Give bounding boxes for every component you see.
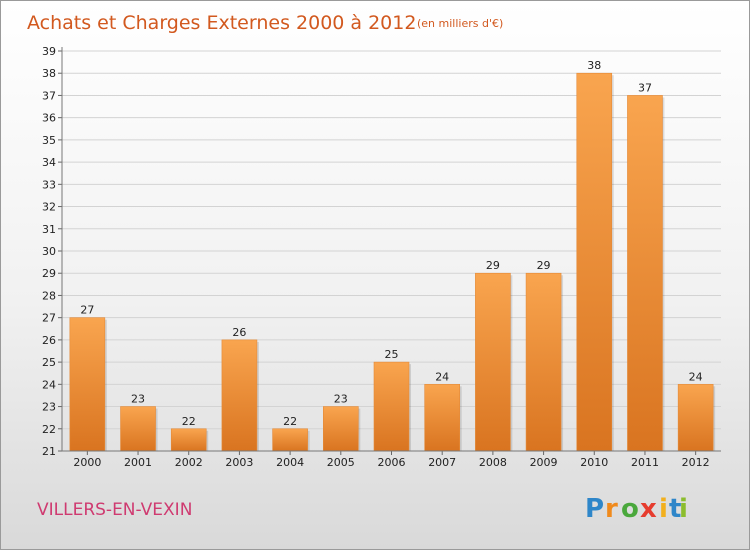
bar-value-label: 23: [131, 393, 145, 406]
bar-value-label: 29: [486, 259, 500, 272]
x-tick-label: 2010: [580, 456, 608, 469]
bar-value-label: 22: [182, 415, 196, 428]
logo-letter: o: [621, 494, 639, 524]
bar: [221, 339, 258, 452]
y-tick-label: 23: [42, 401, 56, 414]
logo-letter: r: [605, 494, 618, 524]
axes: [61, 47, 721, 452]
y-tick-label: 26: [42, 334, 56, 347]
location-label: VILLERS-EN-VEXIN: [37, 500, 192, 520]
y-tick-label: 25: [42, 356, 56, 369]
logo-letter: i: [659, 494, 668, 524]
y-tick-label: 21: [42, 445, 56, 458]
bar: [424, 384, 460, 452]
chart-title: Achats et Charges Externes 2000 à 2012: [27, 12, 416, 34]
bar-value-label: 38: [587, 59, 601, 72]
y-tick-label: 38: [42, 67, 56, 80]
bar: [373, 361, 410, 452]
logo-letter: P: [585, 494, 604, 524]
y-tick-label: 27: [42, 312, 56, 325]
y-tick-label: 22: [42, 423, 56, 436]
bar-value-label: 29: [537, 259, 551, 272]
bar: [170, 428, 207, 452]
y-tick-label: 39: [42, 45, 56, 58]
y-tick-label: 37: [42, 89, 56, 102]
y-tick-label: 29: [42, 267, 56, 280]
bar-value-label: 22: [283, 415, 297, 428]
x-tick-label: 2008: [479, 456, 507, 469]
bar: [576, 72, 613, 452]
bar-value-label: 24: [435, 370, 449, 383]
y-tick-label: 36: [42, 112, 56, 125]
bar: [475, 272, 511, 452]
bar-value-label: 25: [385, 348, 399, 361]
bar: [627, 95, 663, 452]
y-tick-label: 30: [42, 245, 56, 258]
logo-letter: t: [669, 494, 681, 524]
x-tick-label: 2007: [428, 456, 456, 469]
bar-value-label: 37: [638, 81, 652, 94]
y-axis-ticks: 21 22 23 24 25 26 27 28 29 30 31 32 33 34 35 36 37 38 39: [42, 45, 62, 458]
y-tick-label: 31: [42, 223, 56, 236]
x-tick-label: 2005: [327, 456, 355, 469]
bar: [69, 317, 106, 452]
y-tick-label: 32: [42, 201, 56, 214]
x-tick-label: 2003: [225, 456, 253, 469]
y-tick-label: 35: [42, 134, 56, 147]
bars: 27 23 22 26 22 23 25 24 29 29 38 37 24: [69, 59, 716, 452]
bar-value-label: 27: [80, 304, 94, 317]
x-tick-label: 2009: [530, 456, 558, 469]
y-tick-label: 34: [42, 156, 56, 169]
logo-letter: i: [679, 494, 688, 524]
y-tick-label: 28: [42, 289, 56, 302]
x-tick-label: 2000: [73, 456, 101, 469]
x-tick-label: 2006: [378, 456, 406, 469]
bar: [677, 384, 714, 452]
bar-value-label: 23: [334, 393, 348, 406]
x-tick-label: 2012: [682, 456, 710, 469]
bar: [120, 406, 156, 452]
x-tick-label: 2011: [631, 456, 659, 469]
x-tick-label: 2002: [175, 456, 203, 469]
x-axis-ticks: 2000 2001 2002 2003 2004 2005 2006 2007 2008 2009…: [73, 451, 710, 469]
chart-subtitle: (en milliers d'€): [417, 17, 503, 30]
bar-value-label: 24: [689, 370, 703, 383]
bar: [525, 272, 562, 452]
bar: [323, 406, 359, 452]
y-tick-label: 33: [42, 178, 56, 191]
bar: [272, 428, 308, 452]
logo-letter: x: [640, 494, 657, 524]
bar-value-label: 26: [232, 326, 246, 339]
y-tick-label: 24: [42, 378, 56, 391]
x-tick-label: 2001: [124, 456, 152, 469]
x-tick-label: 2004: [276, 456, 304, 469]
